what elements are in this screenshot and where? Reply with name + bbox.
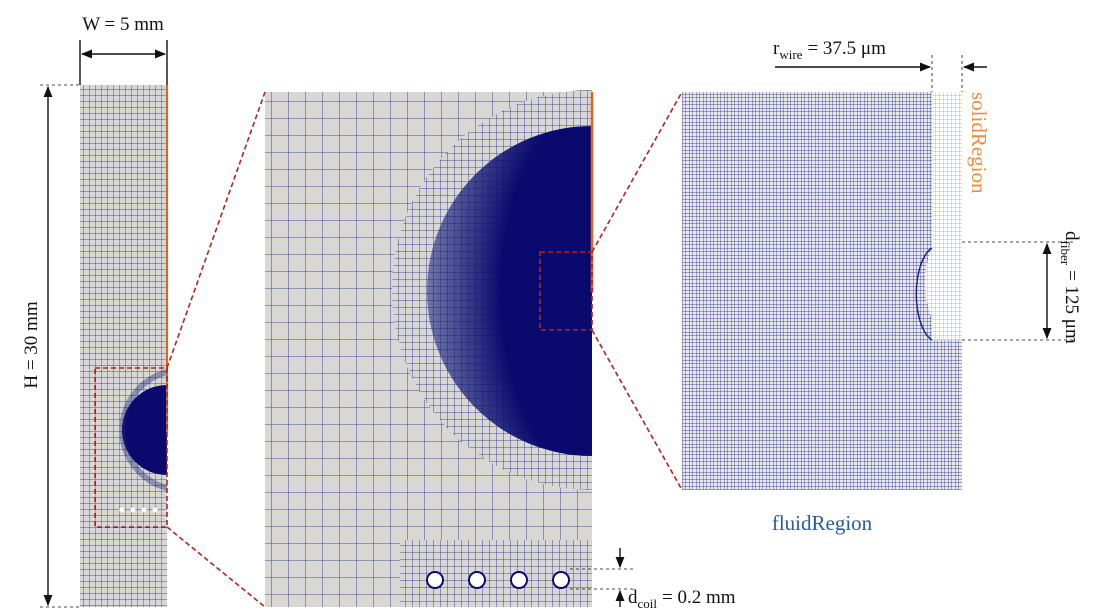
solid-region-label: solidRegion: [967, 92, 991, 194]
symbol: d: [628, 587, 638, 608]
value: = 125 μm: [1061, 270, 1082, 344]
subscript: fiber: [1058, 241, 1073, 266]
width-label: W = 5 mm: [82, 14, 164, 35]
full-mesh: [80, 85, 167, 607]
value: = 0.2 mm: [662, 587, 736, 608]
symbol: d: [1061, 231, 1082, 241]
height-label: H = 30 mm: [21, 301, 42, 388]
subscript: wire: [779, 47, 802, 62]
zoom-mesh: [265, 90, 592, 607]
mesh-diagram: W = 5 mm H = 30 mm rwire= 37.5 μm dfiber…: [0, 0, 1096, 613]
value: = 37.5 μm: [807, 38, 886, 59]
fiber-label: dfiber = 125 μm: [1058, 231, 1082, 344]
wire-label: rwire= 37.5 μm: [773, 38, 886, 62]
subscript: coil: [638, 596, 658, 611]
fluid-region-label: fluidRegion: [772, 511, 873, 535]
coil-label: dcoil = 0.2 mm: [628, 587, 736, 611]
fiber-mesh: [682, 92, 962, 490]
